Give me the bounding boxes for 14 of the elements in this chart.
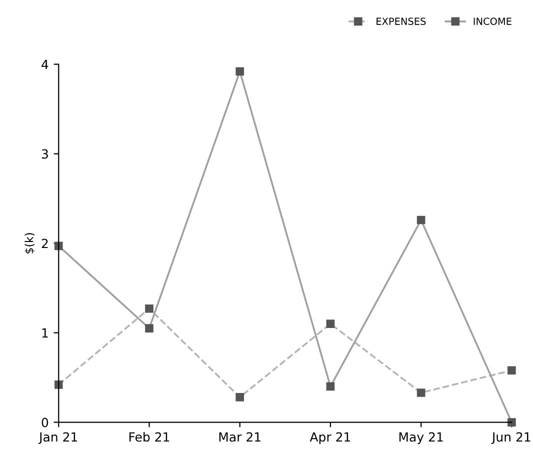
x-tick-label: Apr 21 <box>310 432 350 444</box>
y-tick-label: 1 <box>42 328 48 338</box>
legend-label: EXPENSES <box>376 18 426 25</box>
y-tick-label: 3 <box>42 149 48 159</box>
y-tick-label: 2 <box>42 238 48 248</box>
x-tick-label: Jan 21 <box>38 432 78 444</box>
y-tick-label: 0 <box>42 418 48 428</box>
y-tick-label: 4 <box>42 60 48 70</box>
x-tick-label: Mar 21 <box>219 432 260 442</box>
y-axis-title: $(k) <box>24 233 35 254</box>
x-tick-label: Feb 21 <box>129 432 170 442</box>
x-tick-label: May 21 <box>399 432 443 444</box>
x-tick-label: Jun 21 <box>491 432 530 444</box>
legend-label: INCOME <box>474 18 512 25</box>
